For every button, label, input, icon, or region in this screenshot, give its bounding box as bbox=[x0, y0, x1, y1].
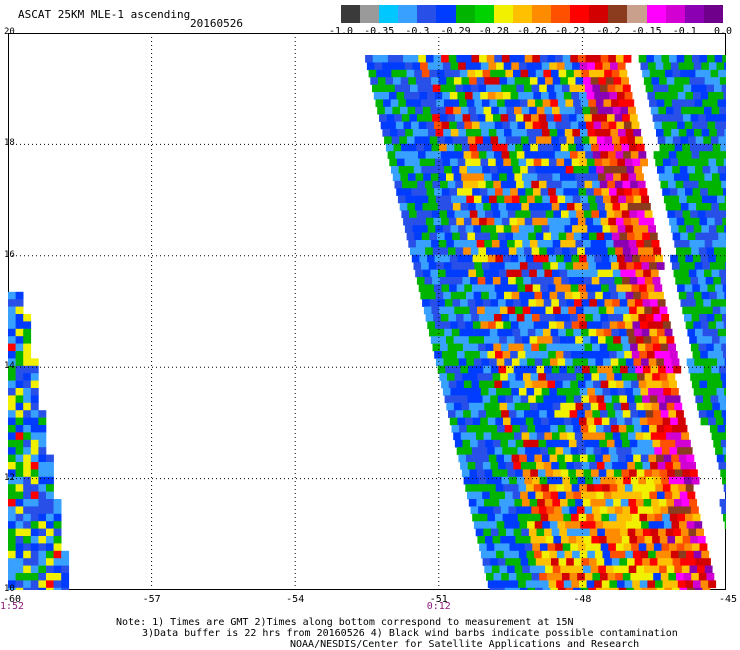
colorbar-tick-label: -0.1 bbox=[672, 26, 697, 37]
lon-tick-label: -51 bbox=[429, 594, 448, 605]
colorbar-segment bbox=[360, 5, 380, 23]
lat-tick-label: 18 bbox=[4, 138, 15, 149]
map-svg bbox=[8, 33, 726, 590]
colorbar-segment bbox=[665, 5, 685, 23]
colorbar-segment bbox=[589, 5, 609, 23]
note-line-1: Note: 1) Times are GMT 2)Times along bot… bbox=[116, 617, 574, 628]
lat-tick-label: 20 bbox=[4, 27, 15, 37]
colorbar-tick-label: -0.3 bbox=[405, 26, 430, 37]
note-line-2: 3)Data buffer is 22 hrs from 20160526 4)… bbox=[142, 628, 678, 639]
colorbar-tick-label: -0.35 bbox=[364, 26, 395, 37]
lon-tick-label: -48 bbox=[573, 594, 592, 605]
colorbar-segment bbox=[703, 5, 723, 23]
colorbar-segment bbox=[646, 5, 666, 23]
pass-time-label: 1:52 bbox=[0, 601, 25, 612]
colorbar-segment bbox=[627, 5, 647, 23]
colorbar-segment bbox=[379, 5, 399, 23]
colorbar-segment bbox=[398, 5, 418, 23]
colorbar-tick-label: -0.28 bbox=[478, 26, 509, 37]
lon-tick-label: -45 bbox=[718, 594, 738, 605]
colorbar-segment bbox=[493, 5, 513, 23]
chart-title: ASCAT 25KM MLE-1 ascending bbox=[18, 8, 191, 21]
grid-lines bbox=[8, 33, 726, 590]
colorbar bbox=[341, 5, 723, 23]
chart-date: 20160526 bbox=[190, 17, 243, 30]
lat-tick-label: 14 bbox=[4, 361, 15, 372]
note-line-3: NOAA/NESDIS/Center for Satellite Applica… bbox=[290, 639, 640, 650]
map-plot-area bbox=[8, 33, 726, 590]
wind-cells bbox=[8, 55, 726, 590]
colorbar-segment bbox=[531, 5, 552, 23]
colorbar-tick-label: 0.0 bbox=[713, 26, 733, 37]
lat-tick-label: 10 bbox=[4, 584, 15, 594]
lon-tick-label: -54 bbox=[286, 594, 305, 605]
colorbar-segment bbox=[684, 5, 704, 23]
pass-time-label: 0:12 bbox=[426, 601, 451, 612]
colorbar-segment bbox=[417, 5, 437, 23]
lat-tick-label: 16 bbox=[4, 249, 15, 260]
lon-tick-label: -60 bbox=[2, 594, 22, 605]
colorbar-segment bbox=[341, 5, 361, 23]
lon-tick-label: -57 bbox=[142, 594, 161, 605]
colorbar-tick-label: -1.0 bbox=[328, 26, 354, 37]
colorbar-tick-label: -0.29 bbox=[440, 26, 471, 37]
colorbar-segment bbox=[436, 5, 456, 23]
colorbar-segment bbox=[474, 5, 494, 23]
colorbar-tick-label: -0.15 bbox=[631, 26, 662, 37]
colorbar-segment bbox=[455, 5, 475, 23]
colorbar-tick-label: -0.23 bbox=[555, 26, 586, 37]
colorbar-segment bbox=[551, 5, 571, 23]
colorbar-segment bbox=[570, 5, 590, 23]
colorbar-tick-label: -0.2 bbox=[596, 26, 621, 37]
colorbar-segment bbox=[512, 5, 532, 23]
colorbar-tick-label: -0.26 bbox=[516, 26, 548, 37]
colorbar-segment bbox=[608, 5, 628, 23]
lat-tick-label: 12 bbox=[4, 472, 15, 483]
